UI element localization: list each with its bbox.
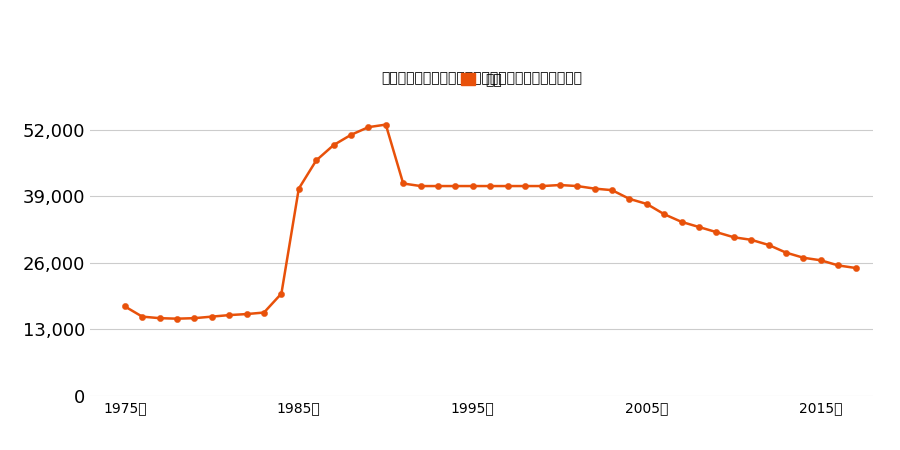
Title: 三重県松阪市田原町字大垒外１４７番２７の地価推移: 三重県松阪市田原町字大垒外１４７番２７の地価推移 (381, 72, 582, 86)
Legend: 価格: 価格 (455, 68, 508, 92)
